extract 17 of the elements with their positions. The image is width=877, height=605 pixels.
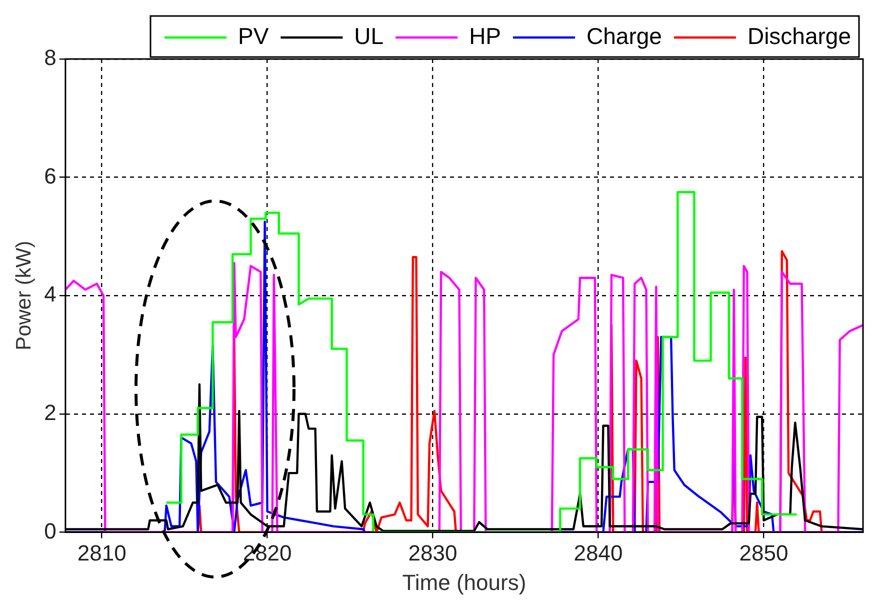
legend-label: HP	[469, 22, 502, 49]
y-tick-label: 0	[44, 518, 56, 544]
y-axis-title: Power (kW)	[12, 240, 36, 350]
y-tick-label: 2	[44, 400, 56, 425]
legend-label: UL	[354, 22, 384, 49]
x-tick-label: 2850	[739, 540, 788, 566]
y-tick-label: 8	[44, 45, 56, 70]
x-tick-label: 2810	[77, 540, 126, 566]
x-tick-label: 2840	[574, 540, 623, 566]
x-tick-label: 2830	[408, 540, 458, 566]
x-axis-title: Time (hours)	[402, 570, 526, 595]
y-tick-label: 4	[44, 282, 56, 307]
x-tick-label: 2820	[242, 540, 292, 566]
y-tick-label: 6	[44, 163, 56, 188]
legend-label: PV	[238, 22, 270, 49]
legend-label: Discharge	[747, 22, 851, 49]
legend-label: Charge	[586, 22, 662, 49]
